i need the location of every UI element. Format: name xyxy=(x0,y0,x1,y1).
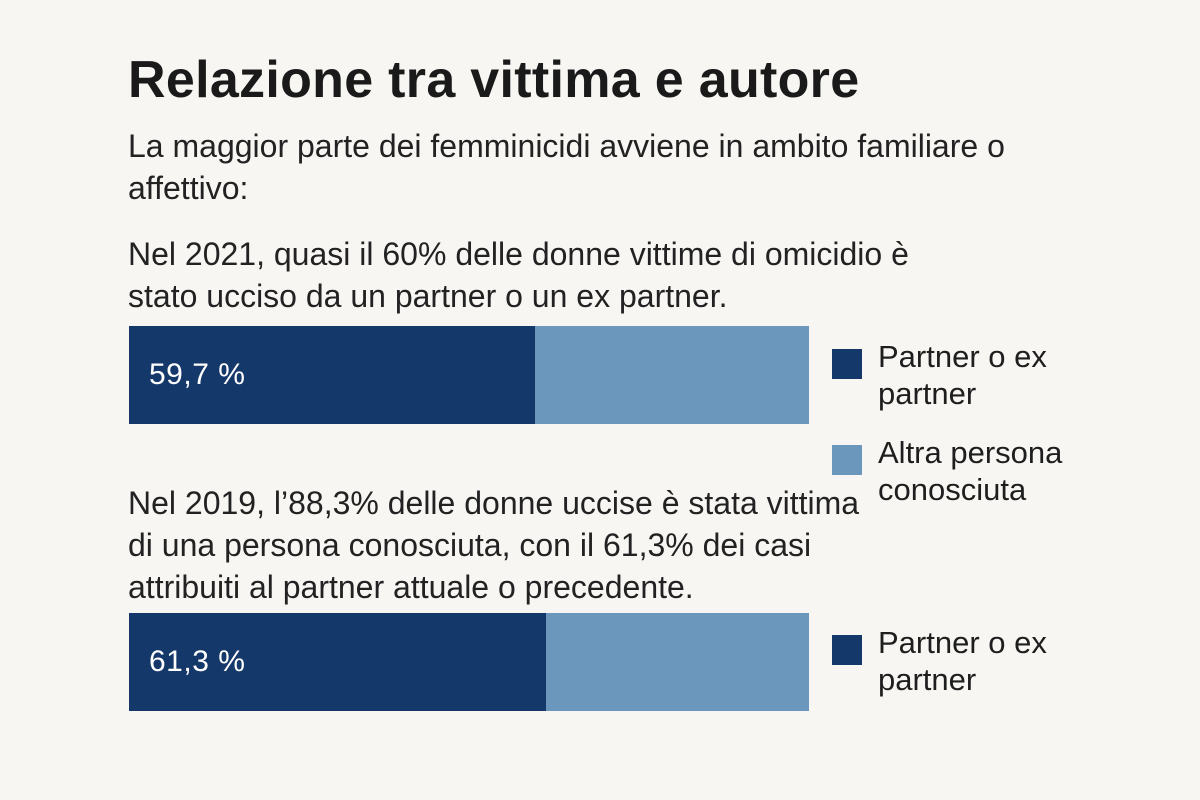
bar-2019: 61,3 % xyxy=(129,613,809,711)
legend-swatch-partner xyxy=(832,349,862,379)
note-2019: Nel 2019, l’88,3% delle donne uccise è s… xyxy=(128,485,860,605)
legend-label-other: Altra persona conosciuta xyxy=(878,435,1063,507)
bar-2019-value-label: 61,3 % xyxy=(149,645,246,678)
legend-2021-partner: Partner o ex partner xyxy=(832,338,1098,412)
bar-2021-partner-segment xyxy=(129,326,535,424)
bar-2019-partner-segment xyxy=(129,613,546,711)
legend-swatch-other xyxy=(832,445,862,475)
legend-label-partner: Partner o ex partner xyxy=(878,625,1047,697)
legend-label-partner: Partner o ex partner xyxy=(878,339,1047,411)
legend-swatch-partner xyxy=(832,635,862,665)
chart-title: Relazione tra vittima e autore xyxy=(128,51,860,109)
bar-2021: 59,7 % xyxy=(129,326,809,424)
legend-2019-partner: Partner o ex partner xyxy=(832,624,1098,698)
bar-2021-value-label: 59,7 % xyxy=(149,358,246,391)
chart-subtitle: La maggior parte dei femminicidi avviene… xyxy=(128,128,1005,206)
note-2021: Nel 2021, quasi il 60% delle donne vitti… xyxy=(128,236,909,314)
legend-2021-other: Altra persona conosciuta xyxy=(832,434,1098,508)
